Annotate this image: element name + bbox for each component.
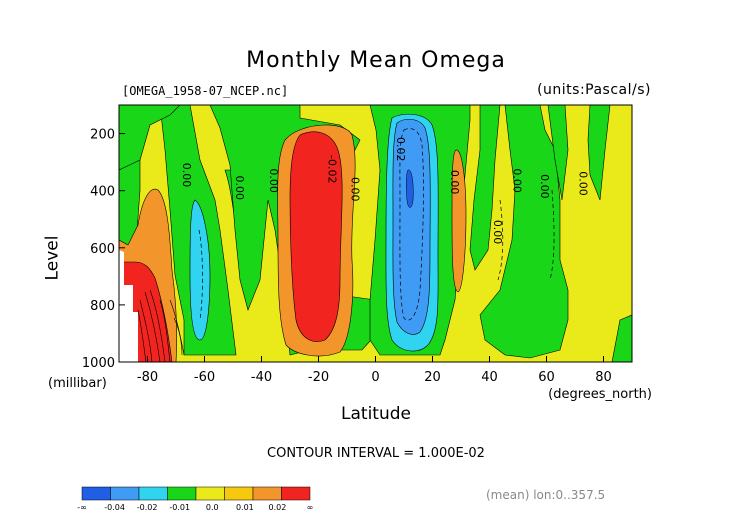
x-tick-label: 0 [371, 370, 379, 385]
missing-data-area [119, 250, 138, 362]
y-tick-label: 600 [90, 242, 115, 257]
orange-region-north [451, 149, 467, 293]
colorbar-label: -∞ [77, 503, 87, 512]
contour-label: 0.02 [394, 137, 407, 162]
colorbar-swatch [81, 486, 111, 501]
y-axis-unit: (millibar) [48, 376, 107, 391]
file-name-label: [OMEGA_1958-07_NCEP.nc] [122, 84, 289, 98]
colorbar-swatch [252, 486, 282, 501]
colorbar-swatch [167, 486, 197, 501]
y-tick-label: 400 [90, 185, 115, 200]
green-band-north-4 [587, 105, 611, 201]
y-tick-label: 200 [90, 128, 115, 143]
colorbar-swatch [195, 486, 225, 501]
contour-label: 0.00 [233, 176, 246, 201]
colorbar-swatch [110, 486, 140, 501]
colorbar-label: 0.01 [236, 503, 254, 512]
green-band-north-3 [547, 105, 569, 201]
x-axis-label: Latitude [341, 404, 411, 424]
x-tick-label: 60 [538, 370, 555, 385]
contour-interval-label: CONTOUR INTERVAL = 1.000E-02 [267, 446, 485, 461]
chart-title: Monthly Mean Omega [246, 48, 506, 73]
x-axis-unit: (degrees_north) [548, 387, 652, 402]
colorbar-label: -0.02 [137, 503, 158, 512]
colorbar-label: 0.02 [269, 503, 287, 512]
colorbar-label: -0.01 [169, 503, 190, 512]
colorbar-label: -0.04 [104, 503, 125, 512]
colorbar-swatch [224, 486, 254, 501]
y-tick-label: 1000 [82, 356, 115, 371]
y-tick-label: 800 [90, 299, 115, 314]
contour-label: 0.00 [491, 220, 504, 245]
contour-label: 0.00 [448, 170, 461, 195]
colorbar-swatch [138, 486, 168, 501]
units-label: (units:Pascal/s) [537, 82, 651, 98]
contour-label: 0.00 [576, 171, 589, 196]
cyan-region-south [189, 199, 211, 341]
colorbar-swatch [281, 486, 311, 501]
green-band-north-1 [469, 105, 501, 271]
contour-label: -0.02 [325, 155, 338, 183]
contour-label: 0.00 [511, 168, 524, 193]
red-region-subtropic [289, 131, 343, 342]
x-tick-label: -80 [137, 370, 158, 385]
contour-label: 0.00 [267, 168, 280, 193]
mean-note: (mean) lon:0..357.5 [486, 488, 606, 502]
x-tick-label: 80 [595, 370, 612, 385]
contour-label: 0.00 [538, 174, 551, 199]
x-tick-label: 20 [424, 370, 441, 385]
colorbar-label: ∞ [307, 503, 314, 512]
x-tick-label: -20 [308, 370, 329, 385]
x-tick-label: -60 [194, 370, 215, 385]
colorbar-label: 0.0 [206, 503, 219, 512]
dense-contours-south [137, 289, 185, 362]
green-band-south-top [119, 105, 181, 171]
contour-label: 0.00 [348, 177, 361, 202]
negative-contours [198, 128, 555, 321]
contour-label: 0.00 [180, 163, 193, 188]
blue-region-equator [392, 119, 431, 335]
x-tick-label: -40 [251, 370, 272, 385]
dark-blue-core [406, 169, 414, 208]
x-tick-label: 40 [481, 370, 498, 385]
green-band-north-5 [611, 314, 632, 362]
